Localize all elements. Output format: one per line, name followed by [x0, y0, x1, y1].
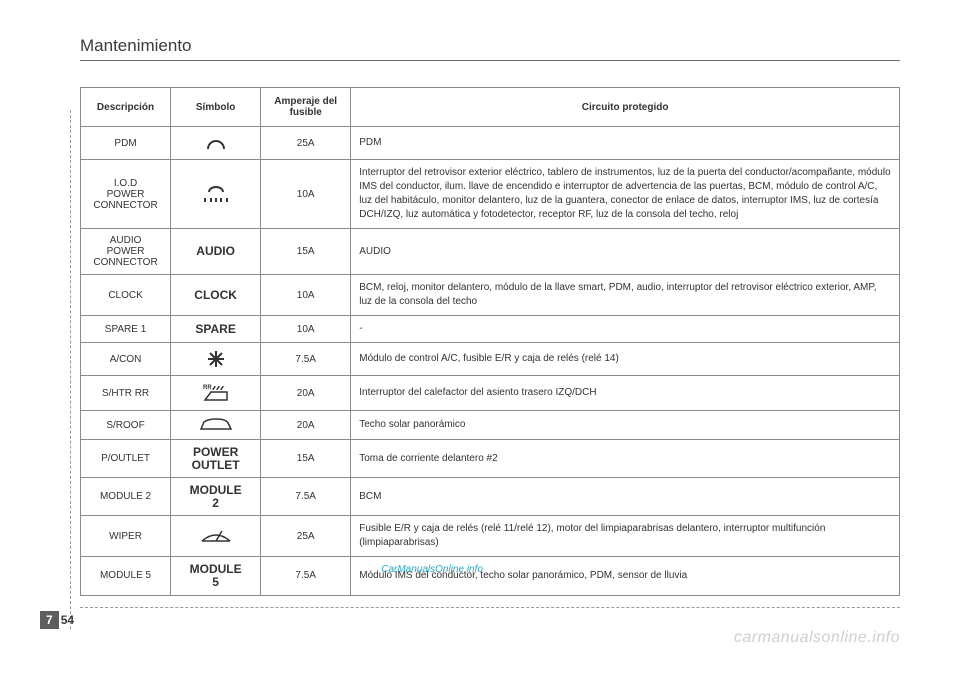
cell-description: CLOCK — [81, 275, 171, 316]
cell-symbol — [171, 160, 261, 229]
cell-amperage: 15A — [261, 229, 351, 275]
cell-description: A/CON — [81, 343, 171, 376]
col-header-description: Descripción — [81, 88, 171, 127]
watermark: carmanualsonline.info — [734, 629, 900, 647]
table-row: SPARE 1 SPARE 10A- — [81, 316, 900, 343]
snow-icon — [179, 349, 252, 369]
cell-description: SPARE 1 — [81, 316, 171, 343]
cell-amperage: 15A — [261, 440, 351, 478]
cell-symbol: MODULE2 — [171, 478, 261, 516]
cell-amperage: 7.5A — [261, 343, 351, 376]
fuse-table: Descripción Símbolo Amperaje del fusible… — [80, 87, 900, 596]
cell-symbol — [171, 516, 261, 557]
overlay-link-text: CarManualsOnline.info — [381, 563, 483, 577]
page-number-block: 7 54 — [40, 611, 74, 629]
cell-description: MODULE 2 — [81, 478, 171, 516]
arc-icon — [179, 133, 252, 153]
svg-text:RR: RR — [203, 385, 212, 391]
cell-symbol: AUDIO — [171, 229, 261, 275]
symbol-text: CLOCK — [179, 289, 252, 302]
car-icon — [179, 417, 252, 433]
cell-amperage: 20A — [261, 376, 351, 411]
cell-description: I.O.DPOWERCONNECTOR — [81, 160, 171, 229]
table-row: S/ROOF 20ATecho solar panorámico — [81, 411, 900, 440]
symbol-text: AUDIO — [179, 245, 252, 258]
table-head: Descripción Símbolo Amperaje del fusible… — [81, 88, 900, 127]
cell-symbol — [171, 411, 261, 440]
cell-description: P/OUTLET — [81, 440, 171, 478]
cell-circuit: Interruptor del retrovisor exterior eléc… — [351, 160, 900, 229]
cell-amperage: 10A — [261, 160, 351, 229]
cell-symbol — [171, 343, 261, 376]
table-row: PDM25APDM — [81, 127, 900, 160]
col-header-amperage: Amperaje del fusible — [261, 88, 351, 127]
wiper-icon — [179, 527, 252, 545]
cell-description: S/HTR RR — [81, 376, 171, 411]
cell-circuit: Módulo IMS del conductor, techo solar pa… — [351, 557, 900, 595]
table-row: WIPER 25AFusible E/R y caja de relés (rel… — [81, 516, 900, 557]
cell-description: MODULE 5 — [81, 557, 171, 595]
cell-amperage: 25A — [261, 516, 351, 557]
cell-description: AUDIOPOWERCONNECTOR — [81, 229, 171, 275]
col-header-circuit: Circuito protegido — [351, 88, 900, 127]
cell-description: WIPER — [81, 516, 171, 557]
cell-symbol: CLOCK — [171, 275, 261, 316]
cell-circuit: AUDIO — [351, 229, 900, 275]
cell-amperage: 25A — [261, 127, 351, 160]
cell-circuit: PDM — [351, 127, 900, 160]
cell-circuit: Fusible E/R y caja de relés (relé 11/rel… — [351, 516, 900, 557]
table-row: I.O.DPOWERCONNECTOR 10AInterruptor del re… — [81, 160, 900, 229]
page-number: 54 — [61, 613, 74, 627]
table-row: MODULE 5 MODULE5 7.5AMódulo IMS del conduc… — [81, 557, 900, 595]
dotted-rule-v — [70, 110, 71, 629]
table-row: S/HTR RR RR 20AInterruptor del calefactor … — [81, 376, 900, 411]
heater-icon: RR — [179, 382, 252, 404]
page: Mantenimiento Descripción Símbolo Ampera… — [0, 0, 960, 653]
cell-circuit: Interruptor del calefactor del asiento t… — [351, 376, 900, 411]
cell-amperage: 20A — [261, 411, 351, 440]
cell-circuit: Toma de corriente delantero #2 — [351, 440, 900, 478]
section-number: 7 — [40, 611, 59, 629]
cell-symbol: MODULE5 — [171, 557, 261, 595]
symbol-text: SPARE — [179, 323, 252, 336]
symbol-text: POWEROUTLET — [179, 446, 252, 471]
cell-symbol: POWEROUTLET — [171, 440, 261, 478]
cell-symbol — [171, 127, 261, 160]
cell-circuit: Techo solar panorámico — [351, 411, 900, 440]
table-row: MODULE 2 MODULE2 7.5ABCM — [81, 478, 900, 516]
cell-circuit: Módulo de control A/C, fusible E/R y caj… — [351, 343, 900, 376]
lamp-icon — [179, 184, 252, 204]
dotted-rule-h — [80, 607, 900, 608]
table-row: AUDIOPOWERCONNECTORAUDIO15AAUDIO — [81, 229, 900, 275]
table-row: CLOCK CLOCK 10ABCM, reloj, monitor delante… — [81, 275, 900, 316]
symbol-text: MODULE2 — [179, 484, 252, 509]
cell-amperage: 10A — [261, 316, 351, 343]
chapter-title: Mantenimiento — [80, 36, 900, 56]
col-header-symbol: Símbolo — [171, 88, 261, 127]
cell-circuit: - — [351, 316, 900, 343]
table-body: PDM25APDMI.O.DPOWERCONNECTOR10AInterrupt… — [81, 127, 900, 596]
cell-symbol: RR — [171, 376, 261, 411]
cell-amperage: 7.5A — [261, 557, 351, 595]
cell-amperage: 7.5A — [261, 478, 351, 516]
cell-circuit: BCM, reloj, monitor delantero, módulo de… — [351, 275, 900, 316]
cell-description: S/ROOF — [81, 411, 171, 440]
cell-symbol: SPARE — [171, 316, 261, 343]
cell-circuit: BCM — [351, 478, 900, 516]
symbol-text: MODULE5 — [179, 563, 252, 588]
cell-description: PDM — [81, 127, 171, 160]
table-row: P/OUTLET POWEROUTLET 15AToma de corriente … — [81, 440, 900, 478]
table-row: A/CON 7.5AMódulo de control A/C, fusible … — [81, 343, 900, 376]
horizontal-rule — [80, 60, 900, 61]
cell-amperage: 10A — [261, 275, 351, 316]
